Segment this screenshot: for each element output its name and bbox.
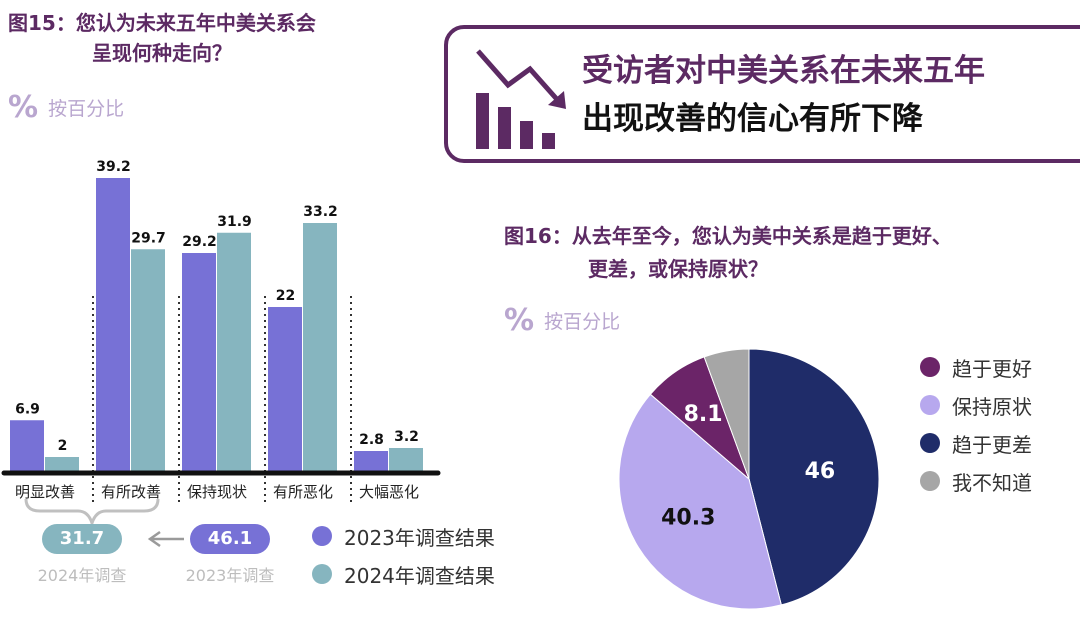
bar-legend: 2023年调查结果 2024年调查结果 [312, 517, 495, 593]
pie-value-label: 40.3 [661, 506, 715, 531]
bar-value-label: 2.8 [359, 432, 384, 448]
bar-value-label: 22 [276, 288, 295, 304]
bar-1-2 [217, 232, 251, 472]
pie-value-label: 8.1 [684, 402, 723, 427]
legend-label-2024: 2024年调查结果 [344, 563, 495, 588]
bar-1-1 [131, 249, 165, 472]
pie-legend-item-same: 保持原状 [920, 386, 1032, 424]
legend-dot-2023 [312, 526, 332, 546]
legend-dot-2024 [312, 564, 332, 584]
fig15-title: 图15：您认为未来五年中美关系会 呈现何种走向？ [8, 8, 316, 68]
bar-value-label: 29.2 [182, 234, 217, 250]
x-tick-label: 有所恶化 [273, 483, 333, 501]
bar-value-label: 33.2 [303, 204, 338, 220]
bar-value-label: 2 [58, 438, 68, 454]
x-tick-label: 大幅恶化 [359, 483, 419, 501]
bar-1-0 [45, 457, 79, 472]
headline-text: 受访者对中美关系在未来五年 出现改善的信心有所下降 [582, 47, 985, 143]
fig15-title-line2: 呈现何种走向？ [92, 41, 232, 65]
fig16-title: 图16：从去年至今，您认为美中关系是趋于更好、 更差，或保持原状？ [504, 220, 952, 286]
fig16-title-line2: 更差，或保持原状？ [588, 257, 768, 281]
fig15-unit: % 按百分比 [8, 90, 124, 125]
fig16-unit: % 按百分比 [504, 303, 620, 338]
headline-box: 受访者对中美关系在未来五年 出现改善的信心有所下降 [444, 25, 1080, 163]
legend-dot-better [920, 357, 940, 377]
bar-0-2 [182, 253, 216, 472]
pie-slice-3 [703, 348, 750, 480]
bar-value-label: 29.7 [131, 230, 166, 246]
legend-dot-same [920, 395, 940, 415]
x-tick-label: 保持现状 [187, 483, 247, 501]
bar-chart-fig15: 6.9 2 明显改善 39.2 29.7 有所改善 29.231.9 保持现状 22 33.2 有所… [1, 159, 441, 505]
headline-line2: 出现改善的信心有所下降 [582, 101, 923, 137]
pie-slice-0 [748, 348, 880, 606]
bar-value-label: 3.2 [394, 429, 419, 445]
percent-icon: % [8, 90, 39, 125]
pie-legend-item-better: 趋于更好 [920, 348, 1032, 386]
summary-connector [24, 498, 184, 548]
pie-value-label: 46 [805, 459, 836, 484]
pie-legend-label-worse: 趋于更差 [952, 432, 1032, 457]
fig16-title-line1: 图16：从去年至今，您认为美中关系是趋于更好、 [504, 224, 952, 248]
summary-2024-caption: 2024年调查 [37, 566, 127, 585]
summary-2023-pill: 46.1 [190, 524, 270, 554]
fig15-unit-label: 按百分比 [48, 98, 125, 120]
bar-0-3 [268, 307, 302, 472]
bar-0-0 [10, 420, 44, 472]
summary-2024-pill: 31.7 [42, 524, 122, 554]
summary-2023-caption: 2023年调查 [185, 566, 275, 585]
pie-legend-label-unknown: 我不知道 [952, 470, 1032, 495]
pie-legend-label-same: 保持原状 [952, 394, 1032, 419]
x-tick-label: 有所改善 [101, 483, 161, 501]
percent-icon: % [504, 303, 535, 338]
declining-chart-icon [476, 49, 566, 149]
bracket-icon [24, 498, 160, 528]
bar-value-label: 39.2 [96, 159, 131, 175]
pie-legend-label-better: 趋于更好 [952, 356, 1032, 381]
legend-item-2024: 2024年调查结果 [312, 555, 495, 593]
fig15-title-line1: 图15：您认为未来五年中美关系会 [8, 11, 316, 35]
legend-dot-unknown [920, 471, 940, 491]
fig16-unit-label: 按百分比 [544, 311, 621, 333]
legend-item-2023: 2023年调查结果 [312, 517, 495, 555]
pie-legend-item-unknown: 我不知道 [920, 462, 1032, 500]
pie-legend: 趋于更好 保持原状 趋于更差 我不知道 [920, 348, 1032, 500]
pie-legend-item-worse: 趋于更差 [920, 424, 1032, 462]
x-tick-label: 明显改善 [15, 483, 75, 501]
legend-dot-worse [920, 433, 940, 453]
pie-chart-fig16: 46 40.3 8.1 [618, 348, 880, 610]
bar-1-4 [389, 448, 423, 472]
bar-1-3 [303, 223, 337, 472]
bar-value-label: 6.9 [15, 401, 40, 417]
bar-0-4 [354, 451, 388, 472]
bar-value-label: 31.9 [217, 214, 252, 230]
legend-label-2023: 2023年调查结果 [344, 525, 495, 550]
bar-0-1 [96, 178, 130, 472]
pie-slice-1 [618, 393, 782, 610]
headline-line1: 受访者对中美关系在未来五年 [582, 53, 985, 89]
